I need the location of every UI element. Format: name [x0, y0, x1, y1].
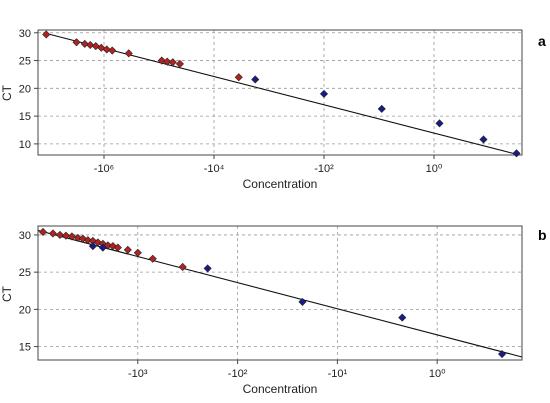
- data-point: [97, 43, 106, 52]
- data-point: [479, 135, 488, 144]
- x-tick-label: -10⁶: [94, 163, 114, 175]
- x-tick-label: 10⁰: [426, 163, 443, 175]
- data-point: [67, 232, 76, 241]
- data-point: [123, 245, 132, 254]
- data-point: [398, 313, 407, 322]
- data-points: [42, 30, 521, 158]
- panel-b: 15 20 25 30 -10³ -10² -10¹ 10⁰ CT Concentratio…: [0, 225, 547, 396]
- data-point: [91, 42, 100, 51]
- grid: [38, 226, 522, 360]
- data-point: [113, 243, 122, 252]
- x-tick-label: 10⁰: [429, 368, 446, 380]
- panel-label-a: a: [538, 33, 546, 49]
- data-point: [42, 30, 51, 39]
- data-point: [298, 297, 307, 306]
- data-point: [80, 39, 89, 48]
- x-ticks: -10⁶ -10⁴ -10² 10⁰: [94, 155, 443, 175]
- x-axis-label: Concentration: [243, 177, 318, 191]
- data-point: [178, 262, 187, 271]
- data-points: [38, 227, 507, 359]
- y-tick-label: 10: [19, 139, 31, 151]
- fit-line: [37, 229, 523, 358]
- y-tick-label: 30: [19, 230, 31, 242]
- data-point: [55, 230, 64, 239]
- data-point: [61, 231, 70, 240]
- y-axis-label: CT: [0, 285, 14, 302]
- data-point: [86, 40, 95, 50]
- data-point: [512, 149, 521, 158]
- x-ticks: -10³ -10² -10¹ 10⁰: [128, 360, 446, 380]
- y-tick-label: 15: [19, 111, 31, 123]
- data-point: [88, 242, 97, 251]
- data-point: [203, 264, 212, 273]
- y-tick-label: 20: [19, 83, 31, 95]
- plot-frame: [37, 29, 523, 156]
- data-point: [108, 46, 117, 55]
- x-tick-label: -10¹: [328, 368, 348, 380]
- data-point: [157, 56, 166, 65]
- data-point: [83, 236, 92, 245]
- x-tick-label: -10⁴: [204, 163, 225, 175]
- y-tick-label: 15: [19, 342, 31, 354]
- data-point: [175, 59, 184, 68]
- panel-a: 10 15 20 25 30 -10⁶ -10⁴ -10² 10⁰ CT Concentrat…: [0, 28, 546, 191]
- data-point: [48, 229, 57, 238]
- data-point: [124, 49, 133, 58]
- y-ticks: 10 15 20 25 30: [19, 28, 38, 151]
- plot-frame: [37, 225, 523, 361]
- grid: [38, 30, 522, 155]
- data-point: [319, 89, 329, 98]
- x-tick-label: -10²: [228, 368, 248, 380]
- y-tick-label: 25: [19, 56, 31, 68]
- x-axis-label: Concentration: [243, 382, 318, 396]
- data-point: [102, 45, 111, 54]
- data-point: [163, 57, 172, 66]
- data-point: [98, 243, 107, 252]
- x-tick-label: -10²: [314, 163, 334, 175]
- data-point: [72, 38, 81, 47]
- y-axis-label: CT: [0, 84, 14, 101]
- x-tick-label: -10³: [128, 368, 148, 380]
- data-point: [234, 73, 243, 82]
- data-point: [148, 254, 157, 263]
- data-point: [498, 350, 507, 359]
- y-tick-label: 25: [19, 267, 31, 279]
- data-point: [251, 75, 260, 84]
- data-point: [435, 119, 444, 128]
- data-point: [73, 233, 82, 242]
- data-point: [377, 104, 386, 113]
- data-point: [133, 248, 142, 257]
- y-tick-label: 30: [19, 28, 31, 40]
- panel-label-b: b: [538, 227, 547, 243]
- data-point: [38, 227, 48, 236]
- y-tick-label: 20: [19, 304, 31, 316]
- fit-line: [43, 32, 520, 156]
- data-point: [168, 58, 177, 67]
- y-ticks: 15 20 25 30: [19, 230, 38, 354]
